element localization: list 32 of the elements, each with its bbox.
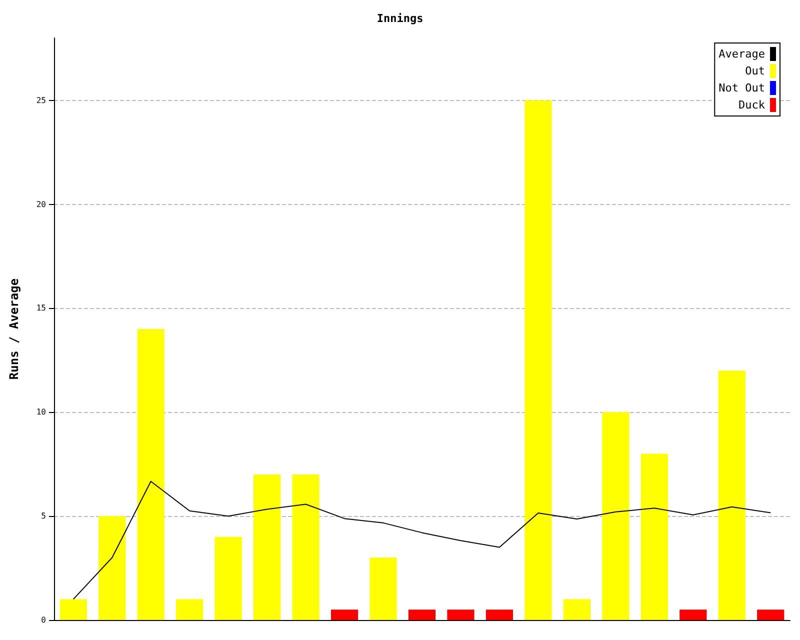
bar <box>563 599 591 620</box>
bar <box>137 329 164 620</box>
line-series <box>72 480 772 600</box>
bar <box>640 454 668 620</box>
bar <box>214 536 242 620</box>
bar <box>602 412 630 620</box>
legend-label: Duck <box>738 98 766 112</box>
y-tick-label: 25 <box>36 96 46 105</box>
y-tick-label: 20 <box>36 200 46 209</box>
bar <box>447 610 474 620</box>
y-tick-label: 0 <box>41 616 46 624</box>
legend-label: Not Out <box>718 82 765 94</box>
bar <box>486 610 514 620</box>
bar <box>176 599 204 620</box>
bar <box>292 474 320 620</box>
bar <box>680 610 707 620</box>
chart-title: Innings <box>376 12 424 25</box>
legend-label: Out <box>745 64 765 78</box>
bar <box>757 610 784 620</box>
bar <box>253 474 281 620</box>
y-tick-label: 10 <box>36 408 46 417</box>
y-tick-label: 5 <box>41 512 46 521</box>
bar <box>330 610 358 620</box>
bar <box>370 558 397 620</box>
y-axis-title: Runs / Average <box>7 278 21 380</box>
y-tick-label: 15 <box>36 304 46 313</box>
bar <box>718 370 746 620</box>
legend-label: Average <box>718 48 765 60</box>
bar <box>524 100 552 620</box>
bar <box>98 516 126 620</box>
bar <box>408 610 436 620</box>
bar <box>60 599 87 620</box>
